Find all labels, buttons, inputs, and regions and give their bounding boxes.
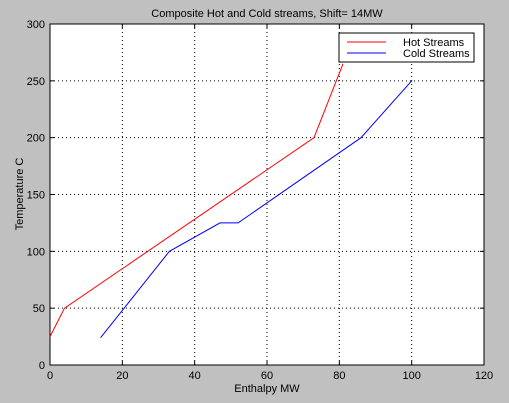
x-tick-label: 120 bbox=[475, 370, 493, 382]
y-tick-label: 250 bbox=[27, 76, 45, 88]
series-line-hot-streams bbox=[49, 63, 344, 337]
legend-label-cold-streams: Cold Streams bbox=[403, 48, 470, 60]
x-tick-label: 60 bbox=[261, 370, 273, 382]
legend-box bbox=[338, 32, 475, 63]
legend-label-hot-streams: Hot Streams bbox=[403, 37, 465, 49]
y-tick-label: 200 bbox=[27, 133, 45, 145]
y-tick-label: 50 bbox=[33, 303, 45, 315]
y-tick-label: 300 bbox=[27, 19, 45, 31]
x-tick-label: 20 bbox=[116, 370, 128, 382]
x-axis-title: Enthalpy MW bbox=[234, 383, 300, 395]
series-layer bbox=[49, 63, 413, 339]
series-line-cold-streams bbox=[100, 80, 413, 339]
y-tick-label: 0 bbox=[39, 360, 45, 372]
x-tick-label: 40 bbox=[189, 370, 201, 382]
x-tick-label: 100 bbox=[402, 370, 420, 382]
chart-title: Composite Hot and Cold streams, Shift= 1… bbox=[151, 8, 383, 20]
tick-layer: 0 20 40 60 80 100 120 0 50 100 150 200 250 300 bbox=[27, 19, 494, 382]
grid-layer bbox=[50, 24, 484, 365]
x-tick-label: 0 bbox=[47, 370, 53, 382]
y-tick-label: 150 bbox=[27, 190, 45, 202]
y-tick-label: 100 bbox=[27, 246, 45, 258]
x-tick-label: 80 bbox=[333, 370, 345, 382]
legend: Hot Streams Cold Streams bbox=[338, 32, 475, 63]
y-axis-title: Temperature C bbox=[14, 158, 26, 231]
